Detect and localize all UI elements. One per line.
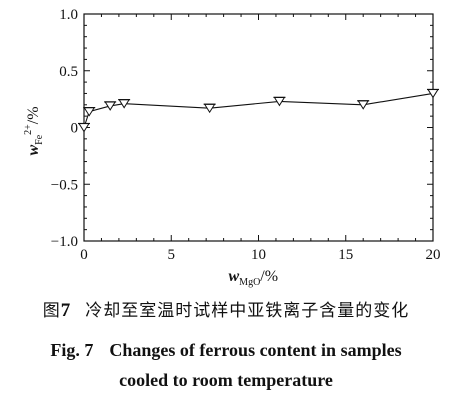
- x-tick-label: 10: [251, 247, 266, 263]
- chart: 0 5 10 15 20 −1.0 −0.5 0 0.5 1.0 wMgO/% wFe2+/%: [23, 7, 441, 288]
- caption-en-label: Fig. 7: [50, 340, 94, 360]
- x-tick-label: 20: [426, 247, 441, 263]
- caption-english-line1: Fig. 7 Changes of ferrous content in samp…: [0, 340, 452, 361]
- y-axis-label: wFe2+/%: [23, 106, 45, 155]
- series-line: [83, 92, 434, 128]
- data-point-marker: [83, 107, 96, 117]
- caption-cn-prefix: 图: [42, 301, 61, 321]
- data-point-marker: [203, 103, 216, 114]
- plot-frame: [83, 13, 434, 242]
- x-axis-label: wMgO/%: [229, 268, 279, 288]
- caption-chinese: 图7 冷却至室温时试样中亚铁离子含量的变化: [0, 296, 452, 322]
- data-series: [78, 88, 439, 133]
- y-tick-label: 0.5: [59, 64, 78, 80]
- axes-frame: [83, 13, 434, 242]
- triangle-marker: [104, 101, 117, 111]
- axis-labels: wMgO/% wFe2+/%: [23, 106, 278, 288]
- data-point-marker: [118, 99, 131, 109]
- caption-english-line2: cooled to room temperature: [0, 370, 452, 391]
- triangle-marker: [83, 107, 96, 117]
- data-point-marker: [78, 122, 90, 133]
- x-tick-label: 15: [338, 247, 353, 263]
- caption-en-text2: cooled to room temperature: [119, 370, 333, 390]
- caption-cn-number: 7: [60, 300, 72, 321]
- data-point-marker: [104, 101, 117, 111]
- triangle-marker: [427, 88, 439, 99]
- x-tick-label: 0: [80, 247, 88, 263]
- y-tick-label: 0: [71, 121, 79, 137]
- data-point-marker: [427, 88, 439, 99]
- data-point-marker: [357, 100, 370, 110]
- y-tick-label: 1.0: [59, 7, 78, 23]
- caption-en-text1: Changes of ferrous content in samples: [109, 340, 402, 360]
- axis-ticks: 0 5 10 15 20 −1.0 −0.5 0 0.5 1.0: [51, 7, 441, 263]
- y-tick-label: −1.0: [51, 234, 78, 250]
- data-point-marker: [273, 96, 286, 107]
- caption-cn-text: 冷却至室温时试样中亚铁离子含量的变化: [85, 301, 410, 321]
- x-tick-label: 5: [168, 247, 176, 263]
- y-tick-label: −0.5: [51, 177, 78, 193]
